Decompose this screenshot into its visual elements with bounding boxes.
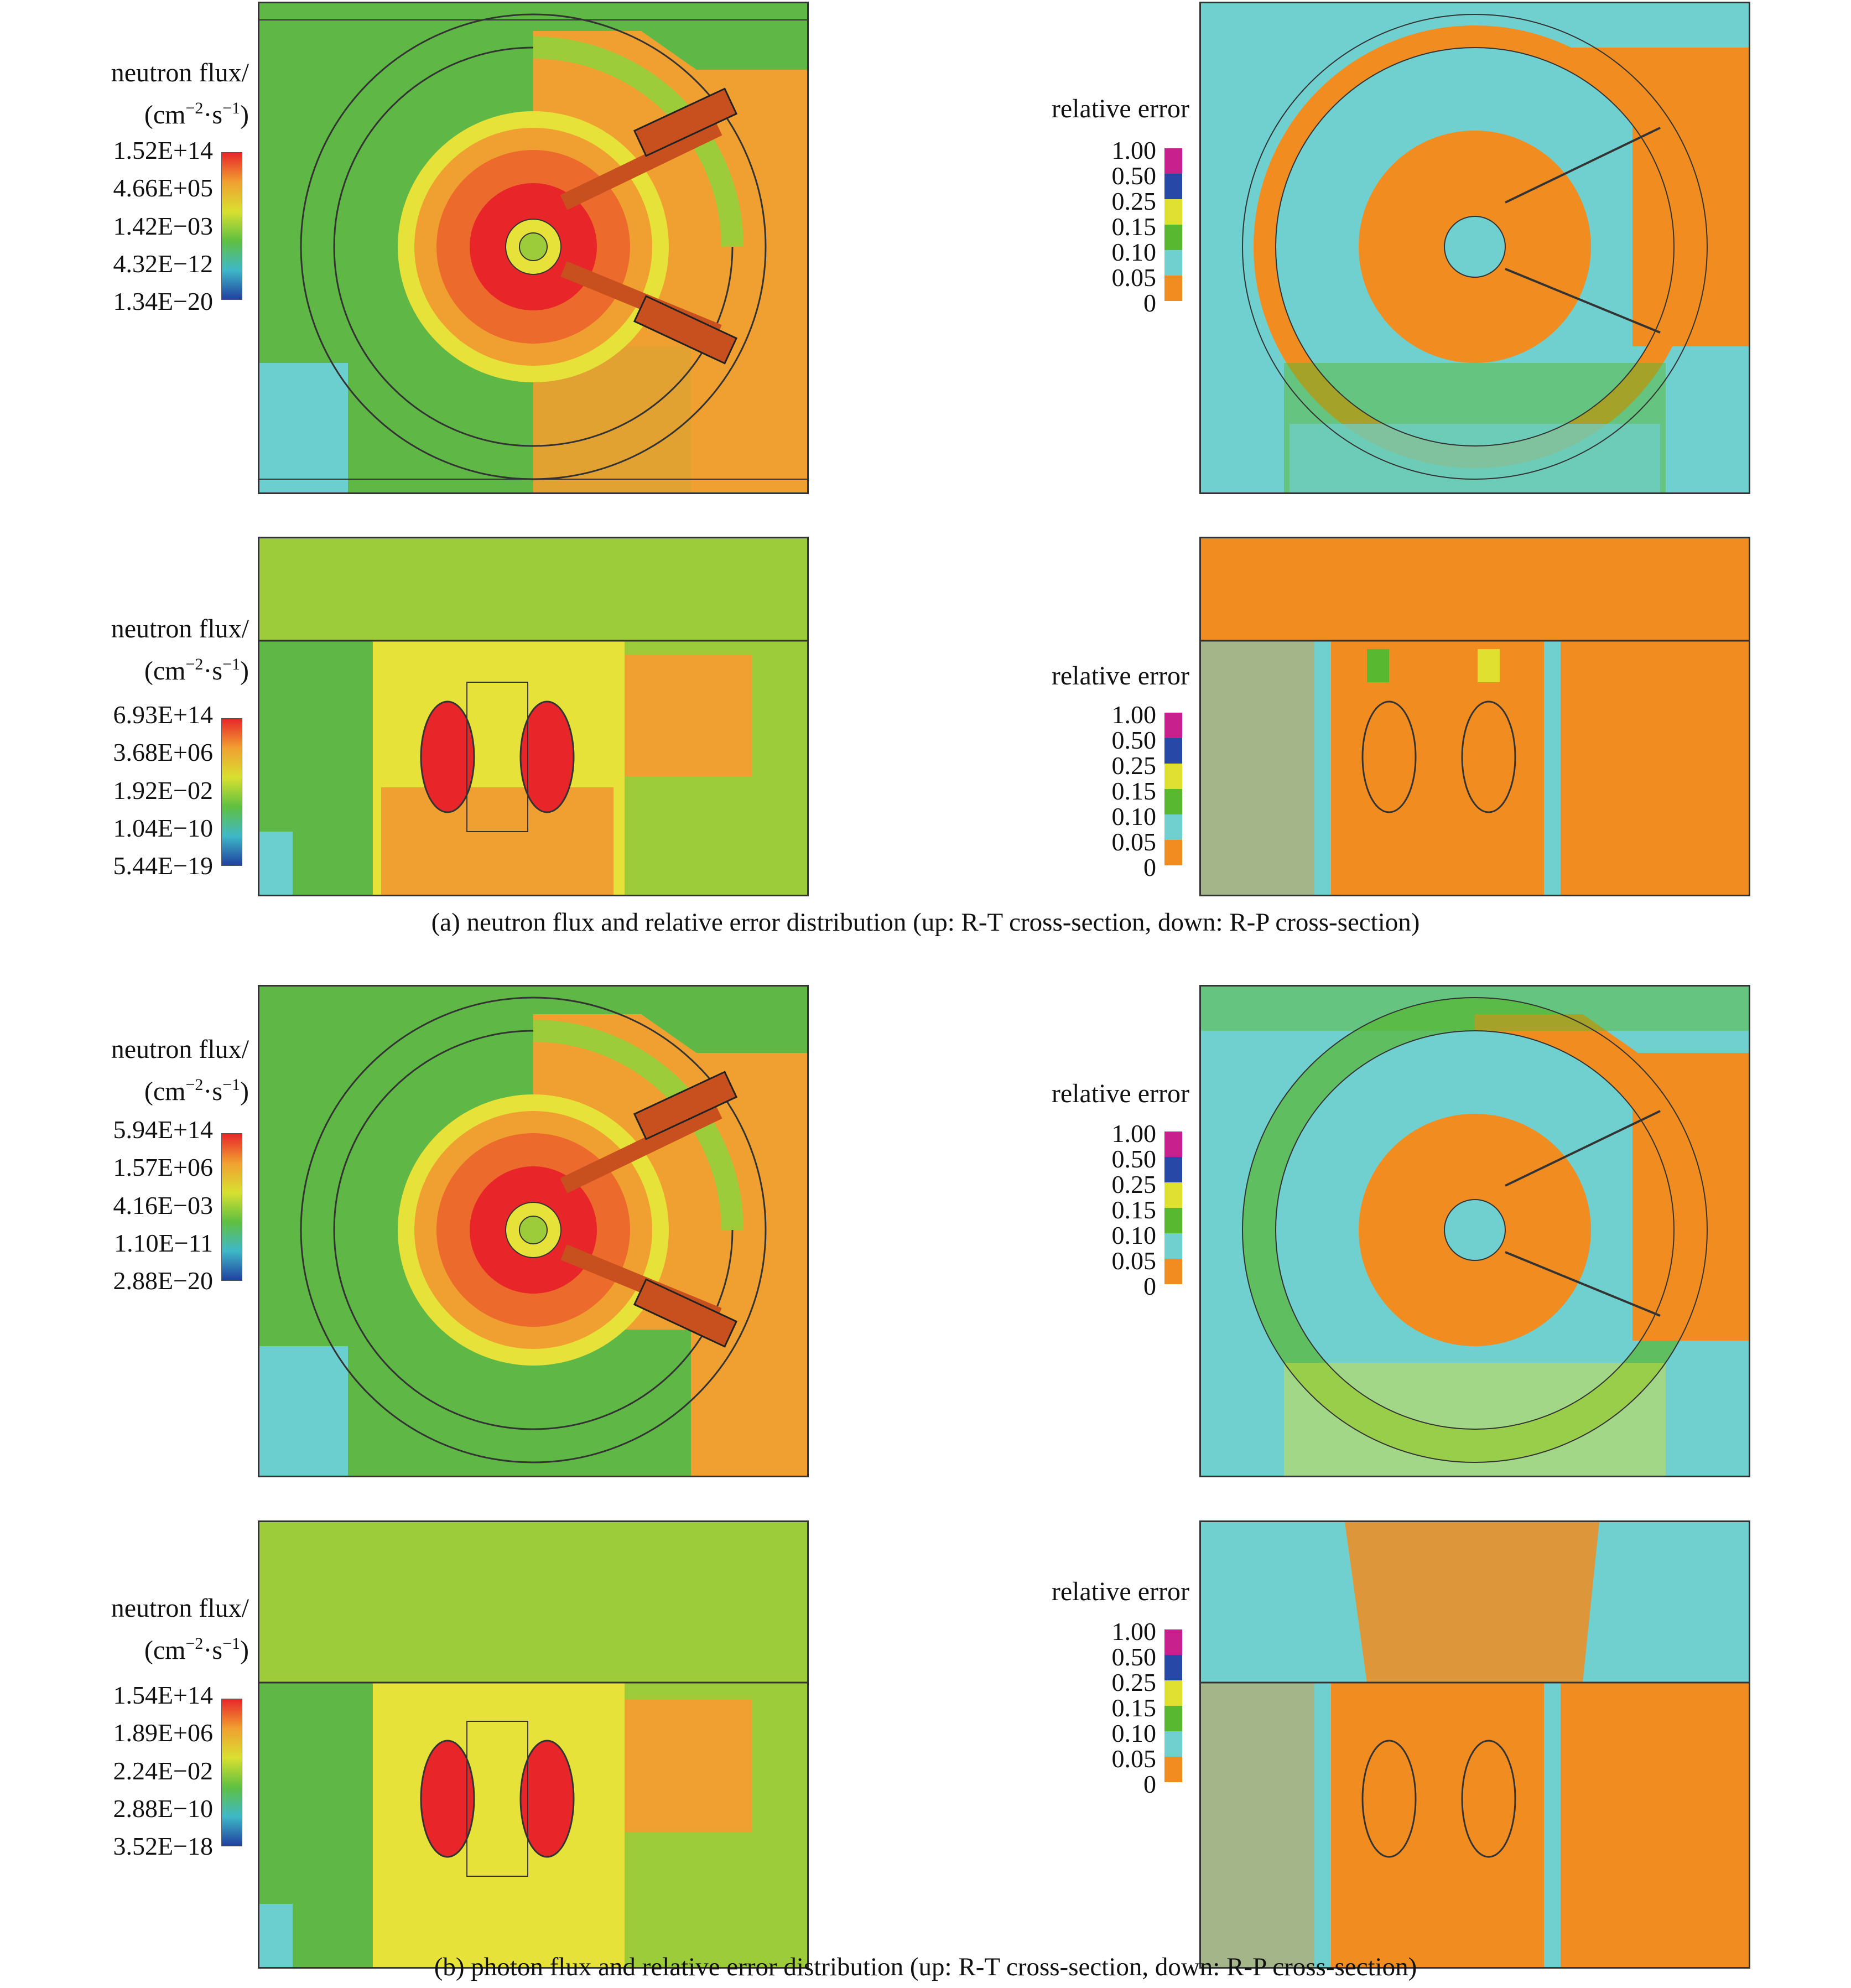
error-tick-label: 0.05 xyxy=(1111,1745,1157,1773)
error-color-swatch xyxy=(1164,1233,1182,1259)
error-tick-label: 0 xyxy=(1143,853,1156,881)
flux-tick-label: 4.16E−03 xyxy=(113,1191,213,1219)
error-color-swatch xyxy=(1164,1629,1182,1655)
flux-colorbar xyxy=(221,152,242,300)
error-color-swatch xyxy=(1164,1182,1182,1208)
flux-legend-title: neutron flux/ (cm−2·s−1) xyxy=(111,1593,249,1665)
error-colorbar xyxy=(1164,148,1182,301)
error-colorbar xyxy=(1164,1629,1182,1782)
error-tick-label: 0.25 xyxy=(1111,187,1157,215)
photon-flux-rp-map xyxy=(258,1520,809,1969)
error-tick-label: 0.05 xyxy=(1111,828,1157,856)
error-color-swatch xyxy=(1164,840,1182,865)
error-color-swatch xyxy=(1164,1157,1182,1182)
error-tick-label: 0.25 xyxy=(1111,751,1157,780)
photon-error-rp-map xyxy=(1199,1520,1750,1969)
flux-tick-label: 4.66E+05 xyxy=(113,174,213,202)
flux-tick-label: 5.94E+14 xyxy=(113,1115,213,1144)
error-color-swatch xyxy=(1164,250,1182,276)
flux-tick-label: 1.34E−20 xyxy=(113,287,213,315)
error-tick-label: 0.50 xyxy=(1111,1643,1157,1671)
error-tick-label: 0.15 xyxy=(1111,1694,1157,1722)
error-tick-label: 0.50 xyxy=(1111,726,1157,754)
flux-tick-label: 1.57E+06 xyxy=(113,1153,213,1181)
flux-legend-title: neutron flux/ (cm−2·s−1) xyxy=(111,614,249,686)
error-color-swatch xyxy=(1164,1731,1182,1757)
error-tick-label: 0.10 xyxy=(1111,802,1157,831)
error-tick-label: 0.10 xyxy=(1111,1221,1157,1249)
error-color-swatch xyxy=(1164,1706,1182,1731)
caption-b: (b) photon flux and relative error distr… xyxy=(434,1953,1417,1981)
error-tick-label: 0.15 xyxy=(1111,212,1157,241)
error-tick-label: 1.00 xyxy=(1111,1617,1157,1646)
flux-colorbar xyxy=(221,718,242,866)
neutron-flux-rp-map xyxy=(258,537,809,896)
flux-tick-label: 1.54E+14 xyxy=(113,1681,213,1709)
photon-flux-rt-map xyxy=(258,985,809,1477)
error-tick-label: 0 xyxy=(1143,1272,1156,1300)
error-color-swatch xyxy=(1164,1757,1182,1782)
flux-tick-label: 1.04E−10 xyxy=(113,814,213,842)
error-tick-label: 0.25 xyxy=(1111,1668,1157,1696)
error-tick-label: 0.50 xyxy=(1111,162,1157,190)
error-color-swatch xyxy=(1164,199,1182,225)
flux-tick-label: 4.32E−12 xyxy=(113,250,213,278)
flux-legend-title: neutron flux/ (cm−2·s−1) xyxy=(111,1035,249,1106)
error-color-swatch xyxy=(1164,789,1182,814)
flux-tick-label: 1.10E−11 xyxy=(114,1229,213,1257)
error-tick-label: 0 xyxy=(1143,289,1156,317)
error-tick-label: 0.05 xyxy=(1111,263,1157,292)
flux-tick-label: 1.52E+14 xyxy=(113,136,213,164)
caption-a: (a) neutron flux and relative error dist… xyxy=(431,908,1420,937)
error-color-swatch xyxy=(1164,225,1182,250)
flux-tick-label: 3.68E+06 xyxy=(113,738,213,766)
flux-tick-label: 5.44E−19 xyxy=(113,852,213,880)
error-tick-label: 0.15 xyxy=(1111,777,1157,805)
error-tick-label: 0 xyxy=(1143,1770,1156,1798)
flux-legend-title: neutron flux/ (cm−2·s−1) xyxy=(111,58,249,129)
flux-tick-label: 6.93E+14 xyxy=(113,700,213,729)
flux-colorbar xyxy=(221,1133,242,1281)
error-tick-label: 1.00 xyxy=(1111,1119,1157,1148)
flux-tick-label: 1.42E−03 xyxy=(113,212,213,240)
neutron-error-rt-map xyxy=(1199,2,1750,494)
error-color-swatch xyxy=(1164,764,1182,789)
error-tick-label: 0.25 xyxy=(1111,1170,1157,1198)
error-color-swatch xyxy=(1164,1655,1182,1680)
error-color-swatch xyxy=(1164,738,1182,764)
error-color-swatch xyxy=(1164,174,1182,199)
error-color-swatch xyxy=(1164,276,1182,301)
error-tick-label: 1.00 xyxy=(1111,700,1157,729)
error-color-swatch xyxy=(1164,148,1182,174)
neutron-error-rp-map xyxy=(1199,537,1750,896)
flux-tick-label: 1.92E−02 xyxy=(113,776,213,804)
error-colorbar xyxy=(1164,1131,1182,1284)
error-legend-title: relative error xyxy=(1051,1079,1189,1108)
flux-tick-label: 2.88E−10 xyxy=(113,1794,213,1823)
flux-colorbar xyxy=(221,1699,242,1846)
error-legend-title: relative error xyxy=(1051,1577,1189,1606)
error-color-swatch xyxy=(1164,713,1182,738)
error-legend-title: relative error xyxy=(1051,661,1189,691)
flux-tick-label: 2.88E−20 xyxy=(113,1266,213,1295)
neutron-flux-rt-map xyxy=(258,2,809,494)
error-color-swatch xyxy=(1164,1259,1182,1284)
error-tick-label: 0.10 xyxy=(1111,238,1157,266)
error-color-swatch xyxy=(1164,1680,1182,1706)
error-tick-label: 0.10 xyxy=(1111,1719,1157,1747)
flux-tick-label: 3.52E−18 xyxy=(113,1832,213,1860)
flux-tick-label: 2.24E−02 xyxy=(113,1757,213,1785)
error-colorbar xyxy=(1164,713,1182,865)
error-color-swatch xyxy=(1164,1131,1182,1157)
error-tick-label: 0.15 xyxy=(1111,1196,1157,1224)
error-tick-label: 1.00 xyxy=(1111,136,1157,164)
error-color-swatch xyxy=(1164,1208,1182,1233)
error-tick-label: 0.50 xyxy=(1111,1145,1157,1173)
error-legend-title: relative error xyxy=(1051,94,1189,123)
error-color-swatch xyxy=(1164,814,1182,840)
error-tick-label: 0.05 xyxy=(1111,1247,1157,1275)
flux-tick-label: 1.89E+06 xyxy=(113,1719,213,1747)
photon-error-rt-map xyxy=(1199,985,1750,1477)
